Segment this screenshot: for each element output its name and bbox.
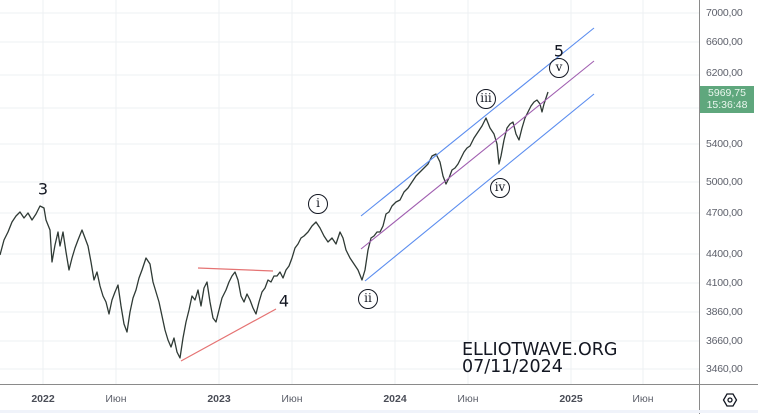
wave-label-iii: iii: [476, 89, 496, 109]
price-tick: 3460,00: [706, 363, 743, 375]
time-axis[interactable]: 2022 Июн 2023 Июн 2024 Июн 2025 Июн: [0, 384, 699, 414]
channel-lower-line: [364, 93, 595, 282]
price-tick: 4100,00: [706, 277, 743, 289]
time-tick: Июн: [457, 393, 479, 405]
last-price-badge: 5969,75 15:36:48: [700, 86, 754, 113]
wave-label-iv: iv: [490, 178, 510, 198]
watermark-text: ELLIOTWAVE.ORG 07/11/2024: [462, 340, 618, 377]
wave-label-4: 4: [278, 291, 290, 311]
settings-hexagon-icon: [722, 392, 737, 407]
price-tick: 4700,00: [706, 207, 743, 219]
price-tick: 6600,00: [706, 36, 743, 48]
wave-label-ii: ii: [358, 289, 378, 309]
wave-label-v: v: [549, 58, 569, 78]
last-price-countdown: 15:36:48: [706, 99, 748, 111]
chart-canvas[interactable]: [0, 0, 699, 384]
triangle-upper-line: [197, 267, 274, 272]
watermark-line2: 07/11/2024: [462, 357, 563, 377]
price-tick: 6200,00: [706, 67, 743, 79]
wave-label-i: i: [308, 194, 328, 214]
time-tick: 2024: [383, 393, 407, 405]
price-tick: 3660,00: [706, 335, 743, 347]
time-tick: 2023: [207, 393, 231, 405]
price-axis[interactable]: 7000,00 6600,00 6200,00 5400,00 5000,00 …: [699, 0, 758, 384]
time-tick: Июн: [105, 393, 127, 405]
chart-settings-button[interactable]: [699, 384, 758, 414]
price-tick: 4400,00: [706, 248, 743, 260]
watermark-line1: ELLIOTWAVE.ORG: [462, 340, 618, 360]
time-tick: Июн: [281, 393, 303, 405]
last-price-value: 5969,75: [708, 87, 746, 99]
wave-label-5: 5: [553, 41, 565, 61]
price-series: [0, 91, 549, 359]
price-tick: 5000,00: [706, 176, 743, 188]
time-tick: 2022: [31, 393, 55, 405]
wave-label-3: 3: [37, 179, 49, 199]
triangle-lower-line: [180, 308, 277, 362]
grid: [0, 0, 699, 384]
price-tick: 7000,00: [706, 7, 743, 19]
price-tick: 5400,00: [706, 138, 743, 150]
channel-middle-line: [360, 60, 595, 250]
price-tick: 3860,00: [706, 306, 743, 318]
time-tick: 2025: [559, 393, 583, 405]
time-tick: Июн: [632, 393, 654, 405]
bottom-strip: [0, 410, 758, 413]
